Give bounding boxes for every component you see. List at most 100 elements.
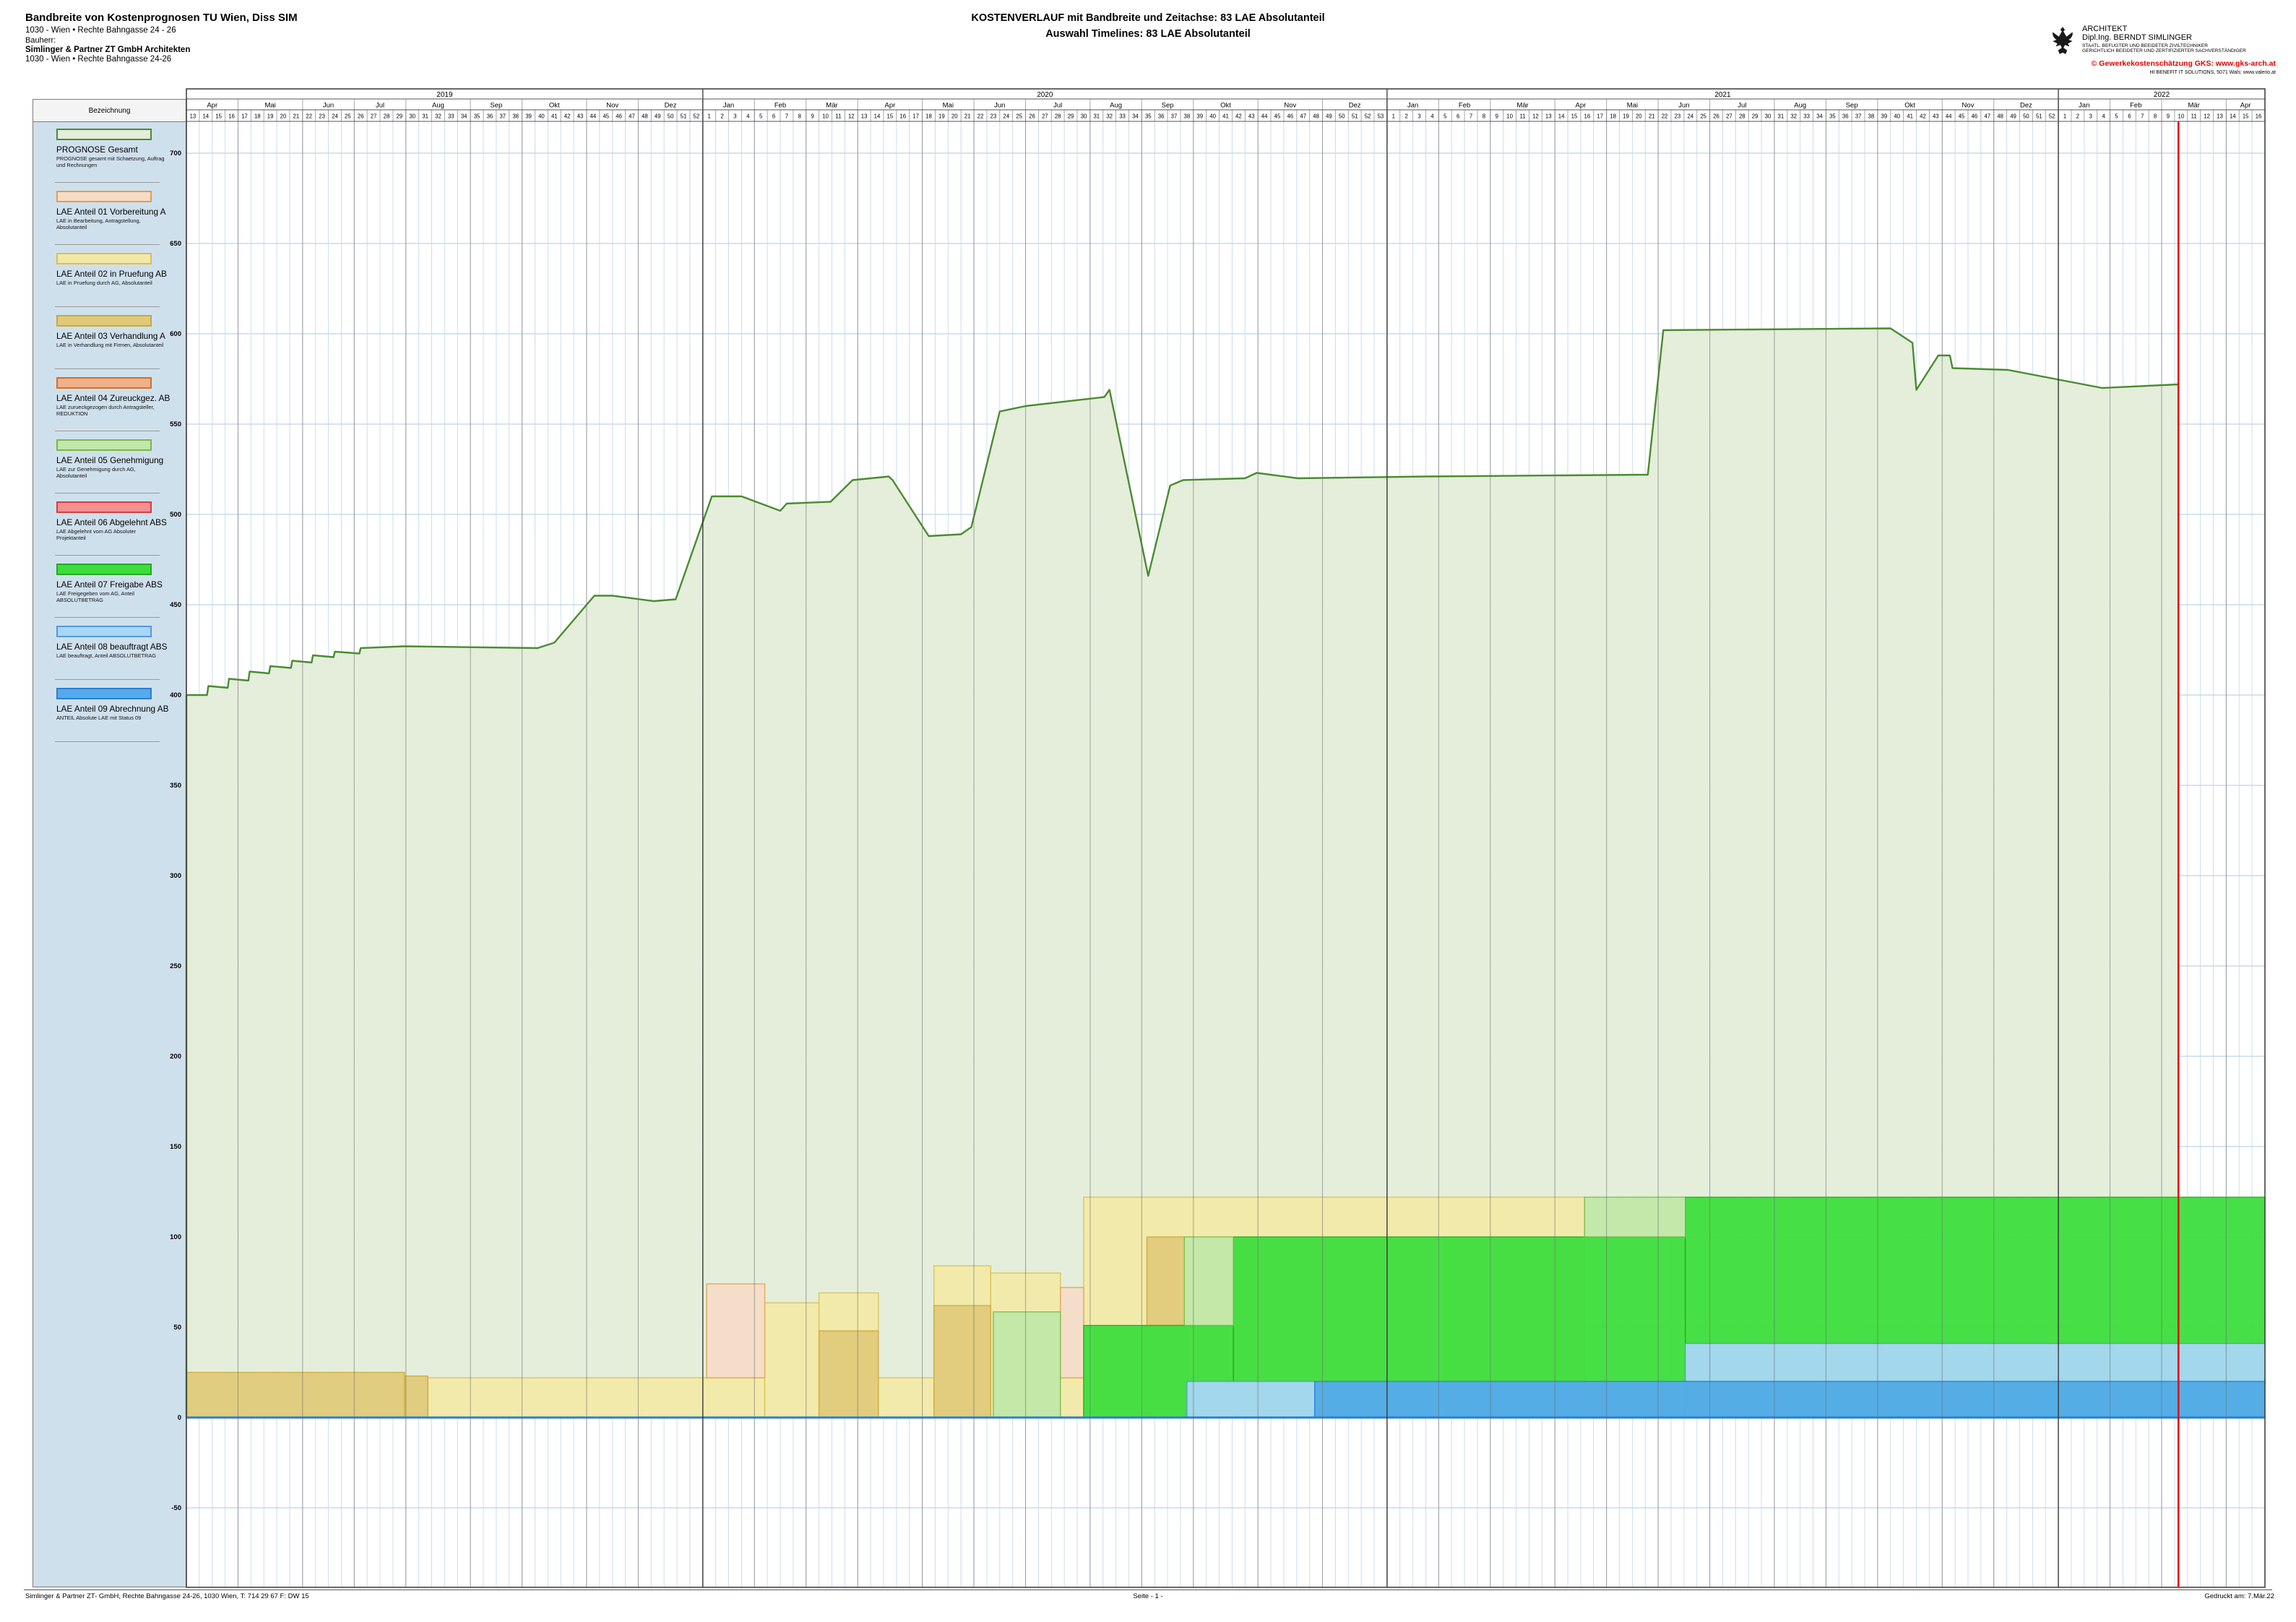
svg-text:26: 26	[358, 113, 364, 120]
svg-text:4: 4	[2102, 113, 2105, 120]
svg-text:Jun: Jun	[1678, 102, 1689, 110]
legend-item-desc: LAE in Pruefung durch AG, Absolutanteil	[56, 280, 152, 286]
svg-text:2019: 2019	[436, 91, 453, 99]
architect-block: ARCHITEKT Dipl.Ing. BERNDT SIMLINGER STA…	[2037, 25, 2276, 75]
svg-text:24: 24	[1687, 113, 1693, 120]
svg-text:39: 39	[1881, 113, 1888, 120]
svg-text:Apr: Apr	[207, 102, 217, 110]
legend-item[interactable]: LAE Anteil 04 Zureuckgez. AB LAE zurueck…	[33, 371, 186, 433]
legend-item[interactable]: LAE Anteil 06 Abgelehnt ABS LAE Abgelehn…	[33, 495, 186, 557]
footer-page-number: Seite - 1 -	[1133, 1592, 1163, 1600]
svg-text:18: 18	[254, 113, 261, 120]
svg-text:36: 36	[1842, 113, 1849, 120]
footer-company: Simlinger & Partner ZT- GmbH, Rechte Bah…	[25, 1592, 309, 1600]
legend-item-title: LAE Anteil 01 Vorbereitung A	[56, 207, 166, 217]
svg-text:45: 45	[603, 113, 609, 120]
svg-text:Dez: Dez	[665, 102, 677, 110]
legend-item[interactable]: LAE Anteil 05 Genehmigung LAE zur Genehm…	[33, 433, 186, 495]
svg-text:43: 43	[1248, 113, 1255, 120]
legend-swatch	[56, 501, 152, 513]
legend-item[interactable]: PROGNOSE Gesamt PROGNOSE gesamt mit Scha…	[33, 122, 186, 184]
svg-text:33: 33	[448, 113, 454, 120]
svg-text:27: 27	[371, 113, 377, 120]
legend-item-desc: LAE zurueckgezogen durch Antragsteller, …	[56, 404, 155, 418]
svg-text:6: 6	[1456, 113, 1459, 120]
gks-link[interactable]: © Gewerkekostenschätzung GKS: www.gks-ar…	[2091, 59, 2276, 68]
svg-text:35: 35	[1829, 113, 1836, 120]
svg-text:13: 13	[190, 113, 197, 120]
legend-item[interactable]: LAE Anteil 09 Abrechnung AB ANTEIL Absol…	[33, 681, 186, 743]
svg-text:25: 25	[345, 113, 351, 120]
svg-text:20: 20	[280, 113, 287, 120]
legend-separator	[55, 555, 160, 556]
svg-text:3: 3	[2089, 113, 2092, 120]
svg-text:Mär: Mär	[2188, 102, 2200, 110]
svg-text:27: 27	[1726, 113, 1732, 120]
legend-item-title: LAE Anteil 02 in Pruefung AB	[56, 269, 167, 279]
legend-swatch	[56, 191, 152, 202]
svg-text:23: 23	[1675, 113, 1681, 120]
legend-item[interactable]: LAE Anteil 02 in Pruefung AB LAE in Prue…	[33, 246, 186, 309]
svg-text:Nov: Nov	[1284, 102, 1296, 110]
svg-text:Apr: Apr	[2240, 102, 2251, 110]
svg-text:Apr: Apr	[884, 102, 895, 110]
footer-divider	[24, 1589, 2272, 1590]
bauherr-address: 1030 - Wien • Rechte Bahngasse 24-26	[25, 55, 172, 64]
svg-text:20: 20	[951, 113, 958, 120]
svg-text:Aug: Aug	[1110, 102, 1122, 110]
svg-text:27: 27	[1042, 113, 1048, 120]
svg-text:22: 22	[1662, 113, 1668, 120]
svg-text:5: 5	[2115, 113, 2118, 120]
legend-item[interactable]: LAE Anteil 08 beauftragt ABS LAE beauftr…	[33, 619, 186, 681]
eagle-logo-icon	[2053, 27, 2073, 54]
svg-text:9: 9	[1496, 113, 1498, 120]
legend-item-desc: PROGNOSE gesamt mit Schaetzung, Auftrag …	[56, 155, 165, 169]
legend-swatch	[56, 439, 152, 451]
svg-text:7: 7	[1469, 113, 1472, 120]
svg-text:47: 47	[1300, 113, 1306, 120]
svg-text:3: 3	[733, 113, 736, 120]
svg-text:Jul: Jul	[1738, 102, 1746, 110]
svg-text:25: 25	[1016, 113, 1022, 120]
svg-text:19: 19	[1623, 113, 1629, 120]
legend-item[interactable]: LAE Anteil 07 Freigabe ABS LAE Freigegeb…	[33, 557, 186, 619]
svg-text:4: 4	[746, 113, 750, 120]
svg-text:39: 39	[1196, 113, 1203, 120]
svg-text:13: 13	[861, 113, 868, 120]
svg-text:Sep: Sep	[1846, 102, 1858, 110]
svg-text:22: 22	[306, 113, 312, 120]
legend-swatch	[56, 253, 152, 264]
svg-text:Aug: Aug	[432, 102, 444, 110]
svg-text:40: 40	[1894, 113, 1900, 120]
svg-text:Mai: Mai	[1627, 102, 1638, 110]
svg-text:26: 26	[1713, 113, 1719, 120]
svg-text:Jul: Jul	[1053, 102, 1062, 110]
svg-text:50: 50	[2023, 113, 2029, 120]
svg-text:Feb: Feb	[1459, 102, 1470, 110]
svg-text:52: 52	[694, 113, 700, 120]
svg-text:42: 42	[1920, 113, 1926, 120]
svg-text:28: 28	[1739, 113, 1745, 120]
report-title: Bandbreite von Kostenprognosen TU Wien, …	[25, 12, 298, 24]
svg-text:51: 51	[681, 113, 687, 120]
svg-text:6: 6	[2128, 113, 2131, 120]
legend-item-title: LAE Anteil 08 beauftragt ABS	[56, 642, 168, 652]
legend-item[interactable]: LAE Anteil 03 Verhandlung A LAE in Verha…	[33, 309, 186, 371]
legend-separator	[55, 182, 160, 183]
svg-text:30: 30	[1081, 113, 1087, 120]
svg-text:8: 8	[2154, 113, 2157, 120]
svg-text:51: 51	[2036, 113, 2042, 120]
svg-text:21: 21	[1649, 113, 1655, 120]
svg-text:Mai: Mai	[264, 102, 275, 110]
svg-text:18: 18	[1610, 113, 1616, 120]
legend-item[interactable]: LAE Anteil 01 Vorbereitung A LAE in Bear…	[33, 184, 186, 246]
svg-text:Aug: Aug	[1794, 102, 1806, 110]
svg-text:23: 23	[991, 113, 997, 120]
svg-text:41: 41	[1222, 113, 1229, 120]
svg-text:33: 33	[1803, 113, 1810, 120]
svg-text:1: 1	[1392, 113, 1395, 120]
svg-text:53: 53	[1378, 113, 1384, 120]
svg-text:15: 15	[2243, 113, 2249, 120]
svg-text:30: 30	[409, 113, 415, 120]
